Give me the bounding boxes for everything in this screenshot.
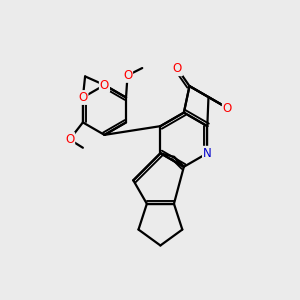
Text: N: N <box>203 147 212 160</box>
Text: O: O <box>78 91 88 104</box>
Text: O: O <box>100 79 109 92</box>
Text: O: O <box>223 101 232 115</box>
Text: O: O <box>65 133 74 146</box>
Text: O: O <box>173 62 182 75</box>
Text: O: O <box>123 69 132 82</box>
